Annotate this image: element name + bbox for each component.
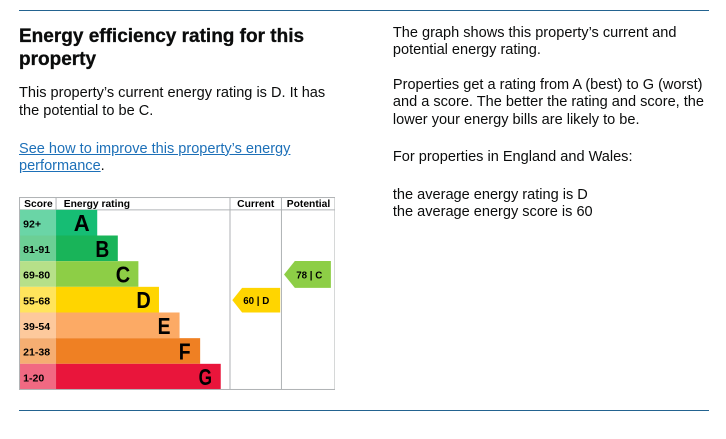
svg-text:E: E: [157, 312, 170, 338]
svg-text:81-91: 81-91: [23, 243, 50, 255]
svg-text:A: A: [73, 210, 89, 236]
svg-text:55-68: 55-68: [23, 295, 50, 307]
svg-text:69-80: 69-80: [23, 269, 50, 281]
svg-text:1-20: 1-20: [23, 372, 44, 384]
svg-text:Energy rating: Energy rating: [63, 199, 129, 210]
svg-text:C: C: [115, 261, 130, 287]
svg-text:Potential: Potential: [286, 199, 330, 210]
svg-text:D: D: [136, 287, 150, 313]
svg-text:78 | C: 78 | C: [296, 270, 322, 281]
svg-text:Score: Score: [24, 199, 53, 210]
svg-text:39-54: 39-54: [23, 320, 50, 332]
svg-text:B: B: [95, 235, 109, 261]
svg-text:92+: 92+: [23, 218, 41, 230]
svg-text:F: F: [178, 338, 190, 364]
svg-text:60 | D: 60 | D: [243, 296, 269, 307]
svg-text:G: G: [198, 364, 211, 390]
svg-text:21-38: 21-38: [23, 346, 50, 358]
svg-text:Current: Current: [237, 199, 275, 210]
